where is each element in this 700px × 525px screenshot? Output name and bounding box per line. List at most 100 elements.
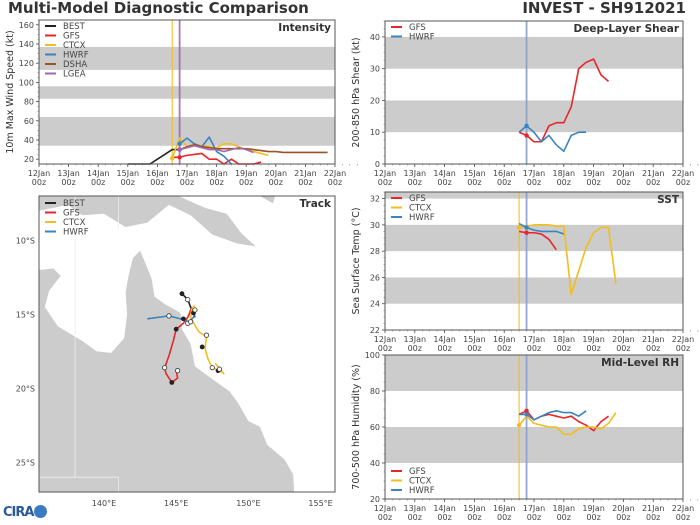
y-tick-label: 32: [370, 195, 380, 204]
legend-label-ctcx: CTCX: [63, 218, 86, 228]
x-tick-label: 00z: [32, 178, 46, 187]
cira-logo: CIRA: [3, 505, 48, 520]
x-tick-label: 00z: [646, 513, 660, 522]
y-tick-label: 140: [19, 40, 34, 49]
shaded-band: [39, 46, 335, 70]
x-tick-label: 00z: [437, 513, 451, 522]
x-tick-label: 14Jan: [87, 169, 110, 178]
shaded-band: [385, 277, 683, 304]
land-new-britain: [259, 196, 276, 204]
x-tick-label: 00z: [586, 344, 600, 353]
axes-frame: [384, 354, 684, 500]
x-tick-label: 21Jan: [294, 169, 317, 178]
track-marker-open: [162, 365, 168, 371]
y-tick-label: 28: [370, 247, 380, 256]
shaded-band: [385, 100, 683, 133]
x-tick-label: 16Jan: [493, 504, 516, 513]
x-tick-label: 14Jan: [433, 504, 456, 513]
x-tick-label: 00z: [557, 344, 571, 353]
series-marker-gfs: [524, 230, 529, 235]
shaded-band: [385, 427, 683, 463]
y-tick-label: 160: [19, 21, 34, 30]
panel-track: Track 140°E 145°E 150°E 155°E 10°S 15°S 20°S 25°…: [16, 195, 336, 508]
x-tick-label: 00z: [239, 178, 253, 187]
x-tick-label: 00z: [378, 344, 392, 353]
shaded-band: [385, 192, 683, 199]
main-title: Multi-Model Diagnostic Comparison: [8, 0, 309, 17]
series-marker-gfs: [524, 133, 529, 138]
series-marker-ctcx: [516, 423, 522, 428]
lon-tick-label: 155°E: [308, 499, 332, 508]
shaded-band: [385, 355, 683, 391]
legend-label-gfs: GFS: [409, 467, 426, 477]
x-tick-label: 00z: [180, 178, 194, 187]
x-tick-label: 00z: [557, 178, 571, 187]
series-line-hwrf: [179, 136, 232, 165]
land-australia: [39, 250, 295, 492]
lat-tick-label: 15°S: [16, 310, 35, 319]
y-tick-label: 80: [370, 387, 380, 396]
axes-frame: [38, 19, 336, 165]
y-tick-label: 10: [370, 128, 380, 137]
x-tick-label: 00z: [437, 344, 451, 353]
x-tick-label: 00z: [676, 178, 690, 187]
y-tick-label: 22: [370, 326, 380, 335]
panel-title: Mid-Level RH: [601, 357, 679, 369]
legend-label-ctcx: CTCX: [409, 204, 432, 214]
x-tick-label: 12Jan: [374, 504, 397, 513]
x-tick-label: 18Jan: [553, 335, 576, 344]
series-marker-ctcx: [170, 156, 175, 161]
y-tick-label: 40: [370, 459, 380, 468]
panel-title: Deep-Layer Shear: [573, 23, 679, 35]
x-tick-label: 00z: [527, 513, 541, 522]
x-tick-label: 17Jan: [523, 504, 546, 513]
x-tick-label: 20Jan: [612, 335, 635, 344]
x-tick-label: 17Jan: [523, 335, 546, 344]
x-tick-label: 00z: [497, 344, 511, 353]
x-tick-label: 00z: [527, 344, 541, 353]
x-tick-label: 19Jan: [582, 169, 605, 178]
land-new-guinea: [39, 196, 256, 247]
y-tick-label: 26: [370, 273, 380, 282]
panel-rh: 2040608010012Jan00z13Jan00z14Jan00z15Jan…: [351, 351, 699, 522]
x-tick-label: 14Jan: [433, 335, 456, 344]
y-axis-label: Sea Surface Temp (°C): [351, 207, 362, 314]
series-marker-hwrf: [524, 412, 529, 417]
x-tick-label: 19Jan: [235, 169, 258, 178]
track-marker-open: [175, 368, 181, 374]
x-tick-label: 21Jan: [642, 169, 665, 178]
x-tick-label: 13Jan: [404, 504, 427, 513]
y-axis-label: 10m Max Wind Speed (kt): [5, 30, 16, 153]
x-tick-label: 00z: [497, 178, 511, 187]
x-tick-label: 15Jan: [117, 169, 140, 178]
panel-shear: 01020304012Jan00z13Jan00z14Jan00z15Jan00…: [351, 20, 699, 187]
track-line-ctcx: [189, 304, 225, 375]
track-marker-open: [166, 313, 172, 319]
track-marker-open: [188, 319, 194, 325]
cira-logo-text: CIRA: [3, 505, 34, 520]
x-tick-label: 00z: [676, 513, 690, 522]
panel-title: Track: [300, 198, 332, 210]
x-tick-label: 15Jan: [463, 169, 486, 178]
y-tick-label: 80: [24, 98, 34, 107]
x-tick-label: 16Jan: [146, 169, 169, 178]
series-marker-hwrf: [524, 225, 529, 230]
x-tick-label: 12Jan: [374, 169, 397, 178]
map-frame: [38, 195, 336, 493]
y-tick-label: 60: [24, 117, 34, 126]
shaded-band: [385, 36, 683, 69]
x-tick-label: 22Jan: [672, 169, 695, 178]
x-tick-label: 00z: [408, 178, 422, 187]
x-tick-label: 12Jan: [374, 335, 397, 344]
legend-label-hwrf: HWRF: [63, 228, 89, 238]
legend-label-ctcx: CTCX: [409, 477, 432, 487]
y-tick-label: 40: [24, 136, 34, 145]
y-tick-label: 20: [370, 96, 380, 105]
x-tick-label: 00z: [121, 178, 135, 187]
series-marker-hwrf: [524, 123, 529, 129]
x-tick-label: 00z: [646, 344, 660, 353]
legend-label-hwrf: HWRF: [409, 486, 435, 496]
track-marker-open: [185, 296, 191, 303]
track-marker-open: [192, 307, 198, 313]
